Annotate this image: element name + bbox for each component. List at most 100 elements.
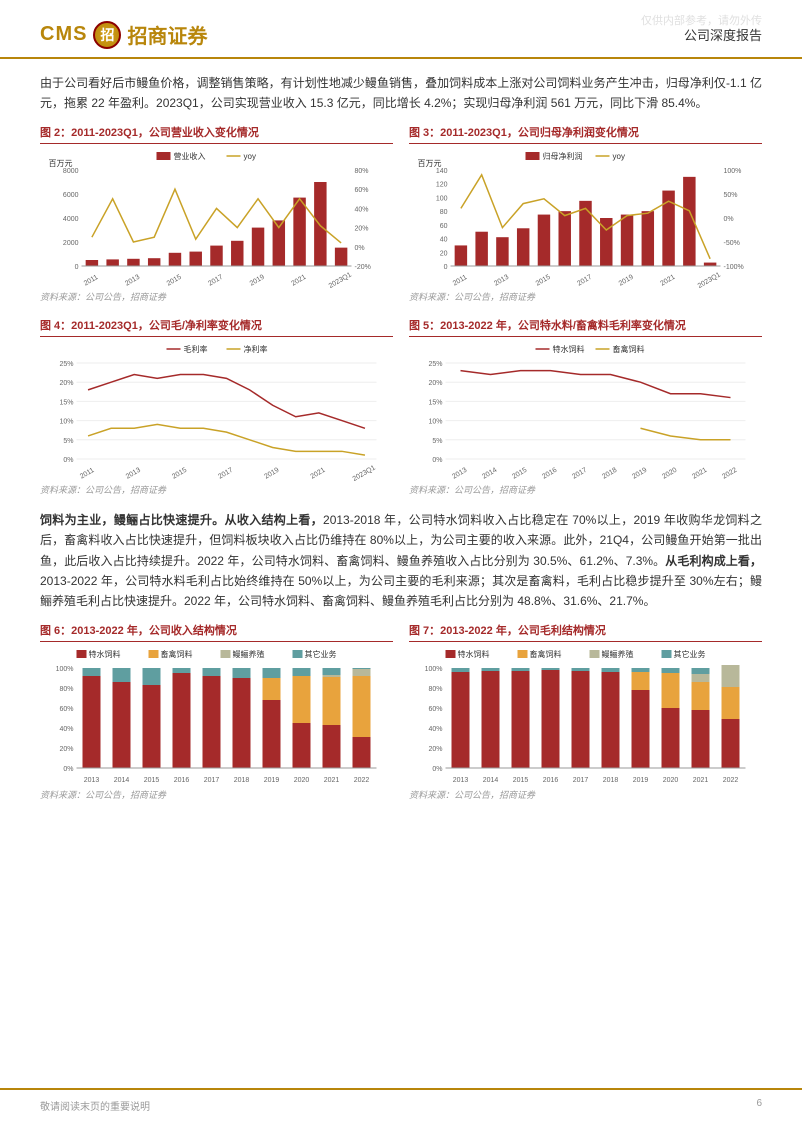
logo-icon: 招 — [93, 21, 121, 49]
svg-text:25%: 25% — [59, 361, 73, 368]
svg-text:2021: 2021 — [659, 274, 676, 288]
svg-text:25%: 25% — [428, 361, 442, 368]
svg-text:-50%: -50% — [724, 240, 740, 247]
svg-text:yoy: yoy — [244, 152, 256, 161]
chart-5-title: 图 5：2013-2022 年，公司特水料/畜禽料毛利率变化情况 — [409, 317, 762, 337]
svg-text:2017: 2017 — [571, 467, 588, 481]
svg-text:百万元: 百万元 — [49, 159, 73, 168]
svg-text:2020: 2020 — [661, 467, 678, 481]
svg-text:-20%: -20% — [355, 264, 371, 271]
svg-text:其它业务: 其它业务 — [674, 649, 706, 659]
svg-text:0%: 0% — [432, 457, 442, 464]
svg-text:2013: 2013 — [451, 467, 468, 481]
svg-text:60%: 60% — [428, 706, 442, 713]
svg-text:2015: 2015 — [511, 467, 528, 481]
footer-note: 敬请阅读末页的重要说明 — [40, 1098, 150, 1113]
svg-text:60%: 60% — [355, 187, 369, 194]
svg-text:2016: 2016 — [541, 467, 558, 481]
svg-text:8000: 8000 — [63, 168, 79, 175]
svg-text:2017: 2017 — [217, 467, 234, 481]
svg-text:60: 60 — [440, 223, 448, 230]
svg-text:40: 40 — [440, 236, 448, 243]
svg-text:畜禽饲料: 畜禽饲料 — [161, 649, 193, 659]
svg-text:40%: 40% — [59, 726, 73, 733]
svg-text:80: 80 — [440, 209, 448, 216]
svg-text:2017: 2017 — [207, 274, 224, 288]
svg-text:0%: 0% — [724, 216, 734, 223]
page-footer: 敬请阅读末页的重要说明 6 — [0, 1088, 802, 1113]
svg-text:80%: 80% — [59, 686, 73, 693]
svg-text:40%: 40% — [428, 726, 442, 733]
svg-text:2011: 2011 — [452, 274, 469, 288]
chart-3-title: 图 3：2011-2023Q1，公司归母净利润变化情况 — [409, 124, 762, 144]
svg-text:毛利率: 毛利率 — [184, 344, 208, 354]
chart-5: 图 5：2013-2022 年，公司特水料/畜禽料毛利率变化情况 特水饲料畜禽饲… — [409, 317, 762, 504]
svg-text:鳗鲡养殖: 鳗鲡养殖 — [233, 649, 265, 659]
svg-text:鳗鲡养殖: 鳗鲡养殖 — [602, 649, 634, 659]
svg-text:2014: 2014 — [114, 777, 130, 784]
svg-text:2017: 2017 — [576, 274, 593, 288]
svg-text:2016: 2016 — [174, 777, 190, 784]
svg-text:2021: 2021 — [693, 777, 709, 784]
svg-text:2018: 2018 — [601, 467, 618, 481]
svg-text:yoy: yoy — [613, 152, 625, 161]
svg-text:0: 0 — [444, 264, 448, 271]
svg-text:2013: 2013 — [493, 274, 510, 288]
svg-text:0%: 0% — [63, 457, 73, 464]
svg-text:20%: 20% — [428, 746, 442, 753]
svg-text:6000: 6000 — [63, 192, 79, 199]
svg-text:10%: 10% — [59, 418, 73, 425]
svg-text:2013: 2013 — [125, 467, 142, 481]
svg-text:100%: 100% — [425, 666, 443, 673]
chart-7-title: 图 7：2013-2022 年，公司毛利结构情况 — [409, 622, 762, 642]
svg-text:2000: 2000 — [63, 240, 79, 247]
svg-text:120: 120 — [436, 181, 448, 188]
content-body: 由于公司看好后市鳗鱼价格，调整销售策略，有计划性地减少鳗鱼销售，叠加饲料成本上涨… — [0, 59, 802, 809]
chart-4: 图 4：2011-2023Q1，公司毛/净利率变化情况 毛利率净利率0%5%10… — [40, 317, 393, 504]
svg-text:2019: 2019 — [263, 467, 280, 481]
svg-text:净利率: 净利率 — [244, 344, 268, 354]
svg-text:2014: 2014 — [483, 777, 499, 784]
svg-text:20%: 20% — [355, 225, 369, 232]
svg-text:归母净利润: 归母净利润 — [543, 151, 583, 161]
logo-en: CMS — [40, 23, 87, 46]
svg-text:2015: 2015 — [144, 777, 160, 784]
svg-text:0: 0 — [75, 264, 79, 271]
svg-text:2011: 2011 — [79, 467, 96, 481]
svg-text:80%: 80% — [428, 686, 442, 693]
chart-3-source: 资料来源：公司公告，招商证券 — [409, 290, 762, 303]
svg-text:2021: 2021 — [691, 467, 708, 481]
chart-4-title: 图 4：2011-2023Q1，公司毛/净利率变化情况 — [40, 317, 393, 337]
svg-text:60%: 60% — [59, 706, 73, 713]
svg-text:2019: 2019 — [631, 467, 648, 481]
svg-text:2014: 2014 — [481, 467, 498, 481]
chart-2-source: 资料来源：公司公告，招商证券 — [40, 290, 393, 303]
svg-text:20%: 20% — [428, 380, 442, 387]
paragraph-2: 饲料为主业，鳗鲡占比快速提升。从收入结构上看，2013-2018 年，公司特水饲… — [40, 510, 762, 612]
svg-text:2015: 2015 — [513, 777, 529, 784]
svg-text:2013: 2013 — [84, 777, 100, 784]
svg-text:2015: 2015 — [166, 274, 183, 288]
svg-text:2020: 2020 — [663, 777, 679, 784]
svg-text:2021: 2021 — [324, 777, 340, 784]
svg-text:2023Q1: 2023Q1 — [697, 271, 722, 288]
chart-5-source: 资料来源：公司公告，招商证券 — [409, 483, 762, 496]
paragraph-1: 由于公司看好后市鳗鱼价格，调整销售策略，有计划性地减少鳗鱼销售，叠加饲料成本上涨… — [40, 73, 762, 114]
svg-text:2019: 2019 — [264, 777, 280, 784]
svg-text:2017: 2017 — [573, 777, 589, 784]
svg-text:2021: 2021 — [290, 274, 307, 288]
chart-6-source: 资料来源：公司公告，招商证券 — [40, 788, 393, 801]
svg-text:2011: 2011 — [83, 274, 100, 288]
chart-4-source: 资料来源：公司公告，招商证券 — [40, 483, 393, 496]
svg-text:100: 100 — [436, 195, 448, 202]
page-header: CMS 招 招商证券 公司深度报告 — [0, 0, 802, 59]
chart-2-title: 图 2：2011-2023Q1，公司营业收入变化情况 — [40, 124, 393, 144]
chart-3: 图 3：2011-2023Q1，公司归母净利润变化情况 归母净利润yoy百万元0… — [409, 124, 762, 311]
svg-text:2023Q1: 2023Q1 — [328, 271, 353, 288]
logo: CMS 招 招商证券 — [40, 20, 207, 49]
svg-text:2016: 2016 — [543, 777, 559, 784]
svg-text:2020: 2020 — [294, 777, 310, 784]
svg-text:4000: 4000 — [63, 216, 79, 223]
chart-6: 图 6：2013-2022 年，公司收入结构情况 特水饲料畜禽饲料鳗鲡养殖其它业… — [40, 622, 393, 809]
svg-text:2022: 2022 — [723, 777, 739, 784]
